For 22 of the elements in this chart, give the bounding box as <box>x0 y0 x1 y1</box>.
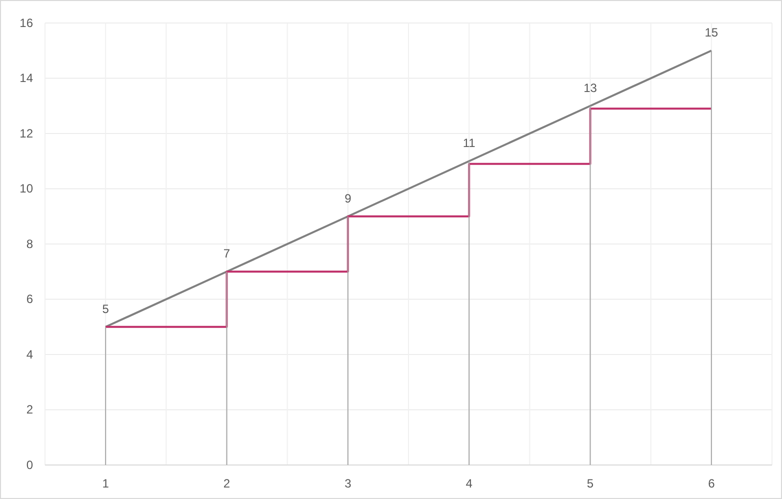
y-tick-label: 0 <box>26 458 34 472</box>
x-tick-label: 4 <box>466 476 473 491</box>
x-tick-label: 1 <box>102 476 110 491</box>
y-tick-label: 4 <box>26 347 34 362</box>
y-tick-label: 6 <box>26 292 34 306</box>
x-tick-label: 6 <box>708 476 716 491</box>
y-tick-label: 14 <box>20 71 34 86</box>
line-series <box>104 50 712 328</box>
y-tick-label: 2 <box>26 402 34 417</box>
data-label: 9 <box>344 191 352 206</box>
x-tick-label: 5 <box>586 476 594 491</box>
data-label: 15 <box>704 26 718 40</box>
data-label: 13 <box>584 80 598 95</box>
y-tick-label: 16 <box>20 16 34 30</box>
data-label: 11 <box>462 136 476 150</box>
data-label: 5 <box>102 302 110 316</box>
data-label: 7 <box>223 246 230 261</box>
y-tick-label: 10 <box>20 182 34 196</box>
y-tick-label: 12 <box>20 126 34 140</box>
x-tick-label: 3 <box>344 476 352 491</box>
y-tick-label: 8 <box>26 236 34 251</box>
x-tick-label: 2 <box>223 476 230 491</box>
